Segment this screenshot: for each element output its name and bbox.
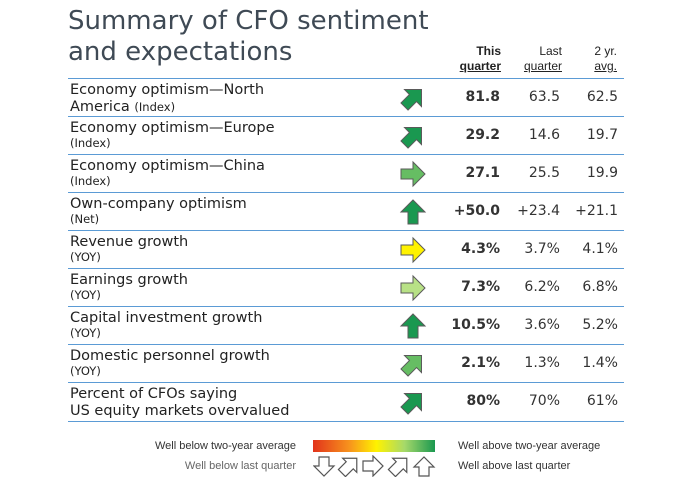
value-this-quarter: 80% [466,393,500,409]
legend-above-average: Well above two-year average [458,440,601,452]
row-sublabel: (YOY) [70,250,101,264]
page-title: Summary of CFO sentiment and expectation… [68,6,429,68]
value-this-quarter: 27.1 [465,165,500,181]
row-label-text: Economy optimism—China [70,158,265,174]
legend-arrow-scale [313,455,436,477]
row-sublabel: (Index) [70,136,111,150]
legend-arrow-down-icon [313,456,336,477]
column-header-avg-line1: 2 yr. [594,44,617,58]
legend-arrow-up-icon [412,456,436,477]
row-label-text: Revenue growth [70,234,189,250]
title-line-1: Summary of CFO sentiment [68,6,429,36]
value-last-quarter: 3.6% [524,317,560,333]
value-last-quarter: 6.2% [524,279,560,295]
row-label-text: Economy optimism—North [70,82,265,98]
value-last-quarter: 70% [528,393,560,409]
value-last-quarter: 63.5 [528,89,560,105]
table-row: Economy optimism—China (Index) 27.1 25.5 19.… [68,154,624,192]
arrow-up-right-icon [400,355,422,377]
row-label-text: Earnings growth [70,272,188,288]
value-this-quarter: 2.1% [461,355,500,371]
row-sublabel: (YOY) [70,288,101,302]
column-header-last-line1: Last [539,44,562,58]
value-two-year-avg: 1.4% [582,355,618,371]
value-two-year-avg: 4.1% [582,241,618,257]
column-header-last-line2: quarter [523,59,562,73]
value-last-quarter: 3.7% [524,241,560,257]
value-two-year-avg: 6.8% [582,279,618,295]
legend-color-gradient [313,440,435,452]
value-last-quarter: 14.6 [528,127,560,143]
row-sublabel: (Net) [70,212,100,226]
table-row: Earnings growth (YOY) 7.3% 6.2% 6.8% [68,268,624,306]
column-header-avg-line2: avg. [594,59,617,73]
legend-below-average: Well below two-year average [154,440,296,452]
title-line-2: and expectations [68,37,293,67]
value-two-year-avg: 61% [586,393,618,409]
arrow-up-right-icon [400,393,422,415]
row-label: Earnings growth (YOY) [70,272,390,302]
row-label: Revenue growth (YOY) [70,234,390,264]
column-header-this-line1: This [476,44,501,58]
table-row: Revenue growth (YOY) 4.3% 3.7% 4.1% [68,230,624,268]
row-label: Percent of CFOs saying US equity markets … [70,386,390,420]
legend-below-last-quarter: Well below last quarter [184,460,296,472]
row-label: Economy optimism—Europe (Index) [70,120,390,150]
value-last-quarter: 25.5 [528,165,560,181]
table-row: Economy optimism—North America (Index) 81.… [68,78,624,116]
table-row: Capital investment growth (YOY) 10.5% 3.6% 5… [68,306,624,344]
value-two-year-avg: 5.2% [582,317,618,333]
legend-arrow-up-right-icon [387,457,408,477]
value-this-quarter: 7.3% [461,279,500,295]
value-two-year-avg: +21.1 [575,203,618,219]
value-two-year-avg: 19.9 [586,165,618,181]
row-label-text: Capital investment growth [70,310,263,326]
row-label-text-line2: America [70,99,130,115]
table-row: Economy optimism—Europe (Index) 29.2 14.6 19… [68,116,624,154]
arrow-right-icon [400,160,426,188]
arrow-up-right-icon [400,89,422,111]
row-label: Economy optimism—China (Index) [70,158,390,188]
legend-arrow-down-right-icon [337,457,358,477]
row-sublabel: (Index) [70,174,111,188]
row-label-text: Own-company optimism [70,196,247,212]
column-header-this-line2: quarter [459,59,501,73]
value-this-quarter: 10.5% [451,317,500,333]
arrow-up-right-icon [400,127,422,149]
value-last-quarter: 1.3% [524,355,560,371]
legend-arrow-right-icon [362,455,384,477]
table-row: Own-company optimism (Net) +50.0 +23.4 +21.1 [68,192,624,230]
row-sublabel: (Index) [134,100,176,114]
row-label: Own-company optimism (Net) [70,196,390,226]
value-this-quarter: 29.2 [465,127,500,143]
table-row: Percent of CFOs saying US equity markets … [68,382,624,422]
value-two-year-avg: 19.7 [586,127,618,143]
value-this-quarter: 4.3% [461,241,500,257]
arrow-up-icon [399,313,427,339]
row-sublabel: (YOY) [70,326,101,340]
arrow-right-icon [400,236,426,264]
row-label-text: Domestic personnel growth [70,348,270,364]
row-label-text: Percent of CFOs saying [70,386,238,402]
row-label-text: Economy optimism—Europe [70,120,275,136]
value-this-quarter: 81.8 [465,89,500,105]
legend-above-last-quarter: Well above last quarter [458,460,571,472]
summary-table: Economy optimism—North America (Index) 81.… [68,78,624,422]
value-two-year-avg: 62.5 [586,89,618,105]
row-sublabel: (YOY) [70,364,101,378]
value-last-quarter: +23.4 [517,203,560,219]
row-label: Economy optimism—North America (Index) [70,82,390,116]
row-label: Domestic personnel growth (YOY) [70,348,390,378]
value-this-quarter: +50.0 [453,203,500,219]
arrow-right-icon [400,274,426,302]
column-header-last-quarter: Last quarter [512,44,562,74]
column-header-this-quarter: This quarter [455,44,501,74]
row-label-text-line2: US equity markets overvalued [70,403,290,419]
table-row: Domestic personnel growth (YOY) 2.1% 1.3% 1.… [68,344,624,382]
arrow-up-icon [399,199,427,225]
column-header-two-year-avg: 2 yr. avg. [575,44,617,74]
row-label: Capital investment growth (YOY) [70,310,390,340]
